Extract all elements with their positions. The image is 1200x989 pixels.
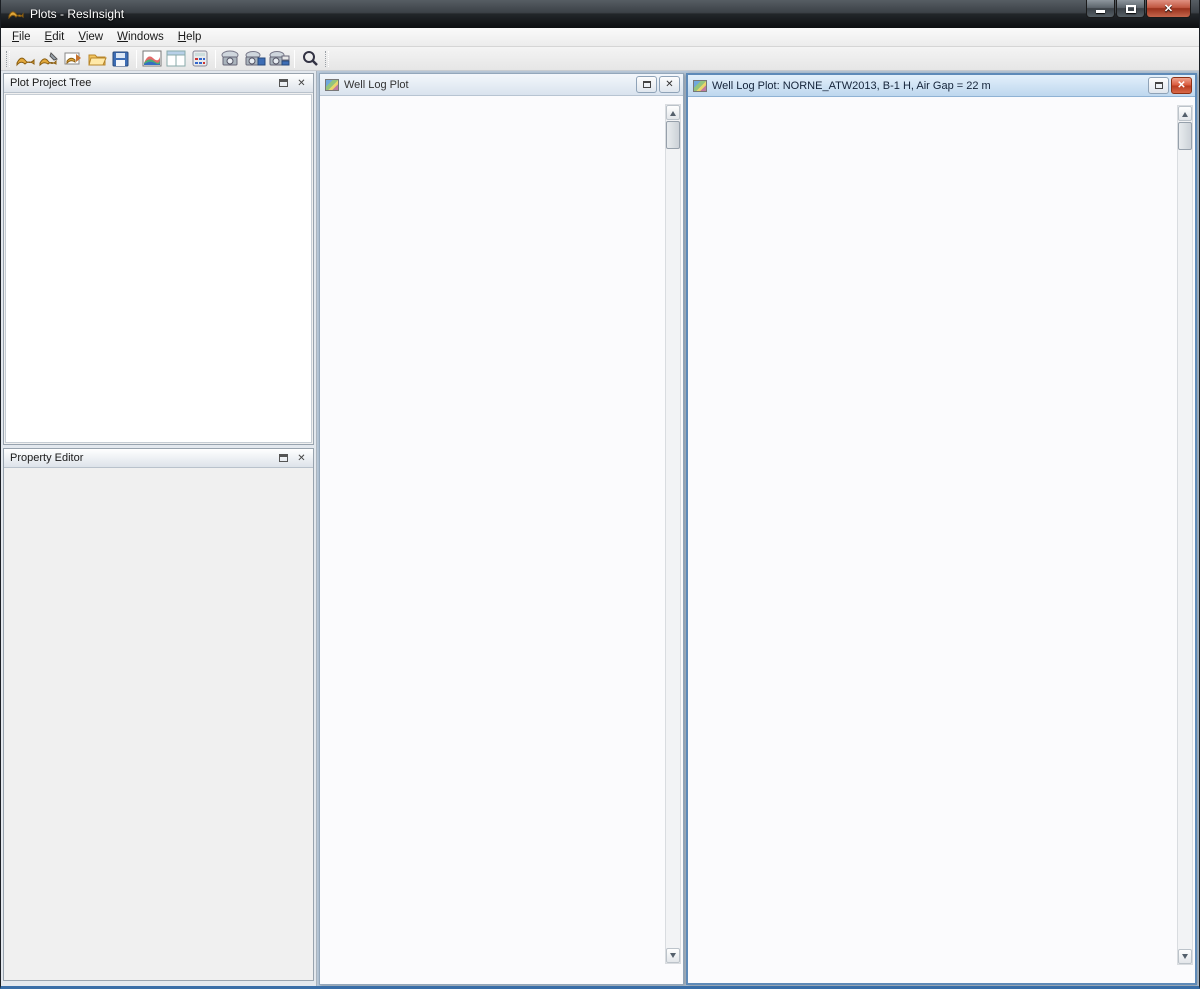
snapshot-clipboard-icon[interactable]: [219, 48, 243, 69]
float-icon: [279, 79, 288, 87]
snapshot-to-file-icon[interactable]: [243, 48, 267, 69]
well-log-plot-2-window[interactable]: Well Log Plot: NORNE_ATW2013, B-1 H, Air…: [686, 73, 1197, 985]
well-log-track-svg[interactable]: [320, 96, 620, 246]
menu-help[interactable]: Help: [177, 31, 202, 43]
well-log-tracks-svg[interactable]: [688, 97, 988, 247]
close-panel-button[interactable]: ✕: [297, 452, 306, 464]
project-tree-panel: Plot Project Tree ✕: [3, 73, 314, 445]
float-panel-button[interactable]: [276, 452, 291, 465]
scroll-down-button[interactable]: [1178, 949, 1192, 964]
menu-view[interactable]: View: [78, 31, 104, 43]
menu-file[interactable]: File: [12, 31, 31, 43]
maximize-button[interactable]: [1116, 0, 1145, 18]
edit-plot-icon[interactable]: [37, 48, 61, 69]
open-file-icon[interactable]: [85, 48, 109, 69]
save-icon[interactable]: [109, 48, 133, 69]
project-tree-title: Plot Project Tree: [10, 77, 92, 89]
project-tree-titlebar[interactable]: Plot Project Tree ✕: [4, 74, 313, 93]
scroll-down-button[interactable]: [666, 948, 680, 963]
plot-window-icon: [693, 79, 707, 92]
toolbar-separator: [215, 49, 216, 68]
title-bar[interactable]: Plots - ResInsight ✕: [1, 0, 1199, 28]
close-window-button[interactable]: ✕: [1171, 77, 1192, 94]
calculator-icon[interactable]: [188, 48, 212, 69]
window-title: Plots - ResInsight: [30, 7, 125, 21]
project-tree: [5, 94, 312, 443]
app-icon: [8, 5, 24, 24]
restore-window-button[interactable]: [1148, 77, 1169, 94]
restore-window-button[interactable]: [636, 76, 657, 93]
zoom-icon[interactable]: [298, 48, 322, 69]
well-log-plot-window[interactable]: Well Log Plot ✕: [319, 73, 684, 985]
close-window-button[interactable]: ✕: [659, 76, 680, 93]
scroll-thumb[interactable]: [666, 121, 680, 149]
plot-scrollbar[interactable]: [1177, 105, 1193, 965]
scroll-up-button[interactable]: [666, 105, 680, 120]
property-editor-titlebar[interactable]: Property Editor ✕: [4, 449, 313, 468]
left-dock-column: Plot Project Tree ✕ Property Editor ✕: [1, 71, 317, 986]
property-editor-form: [4, 468, 313, 980]
toolbar-separator: [294, 49, 295, 68]
tile-windows-icon[interactable]: [164, 48, 188, 69]
well-log-plot-canvas[interactable]: [320, 96, 683, 984]
plot-window-title: Well Log Plot: [344, 78, 409, 91]
scroll-up-button[interactable]: [1178, 106, 1192, 121]
close-button[interactable]: ✕: [1146, 0, 1191, 18]
menu-windows[interactable]: Windows: [117, 31, 164, 43]
minimize-button[interactable]: [1086, 0, 1115, 18]
float-icon: [279, 454, 288, 462]
menu-edit[interactable]: Edit: [44, 31, 65, 43]
plot-window-icon: [325, 78, 339, 91]
toolbar-grip[interactable]: [6, 50, 10, 67]
well-log-plot-2-canvas[interactable]: [688, 97, 1195, 983]
float-panel-button[interactable]: [276, 77, 291, 90]
import-case-icon[interactable]: [61, 48, 85, 69]
scroll-thumb[interactable]: [1178, 122, 1192, 150]
plot-window-title: Well Log Plot: NORNE_ATW2013, B-1 H, Air…: [712, 79, 991, 92]
plot-scrollbar[interactable]: [665, 104, 681, 964]
open-project-icon[interactable]: [13, 48, 37, 69]
property-editor-panel: Property Editor ✕: [3, 448, 314, 981]
view-3d-icon[interactable]: [140, 48, 164, 69]
close-panel-button[interactable]: ✕: [297, 77, 306, 89]
toolbar-grip[interactable]: [325, 50, 329, 67]
main-toolbar: [1, 47, 1199, 71]
well-log-plot-2-window-titlebar[interactable]: Well Log Plot: NORNE_ATW2013, B-1 H, Air…: [688, 75, 1195, 97]
snapshot-all-to-file-icon[interactable]: [267, 48, 291, 69]
mdi-area: Well Log Plot ✕ Well Log: [317, 71, 1199, 986]
toolbar-separator: [136, 49, 137, 68]
well-log-plot-window-titlebar[interactable]: Well Log Plot ✕: [320, 74, 683, 96]
menu-bar: File Edit View Windows Help: [1, 28, 1199, 47]
property-editor-title: Property Editor: [10, 452, 84, 464]
